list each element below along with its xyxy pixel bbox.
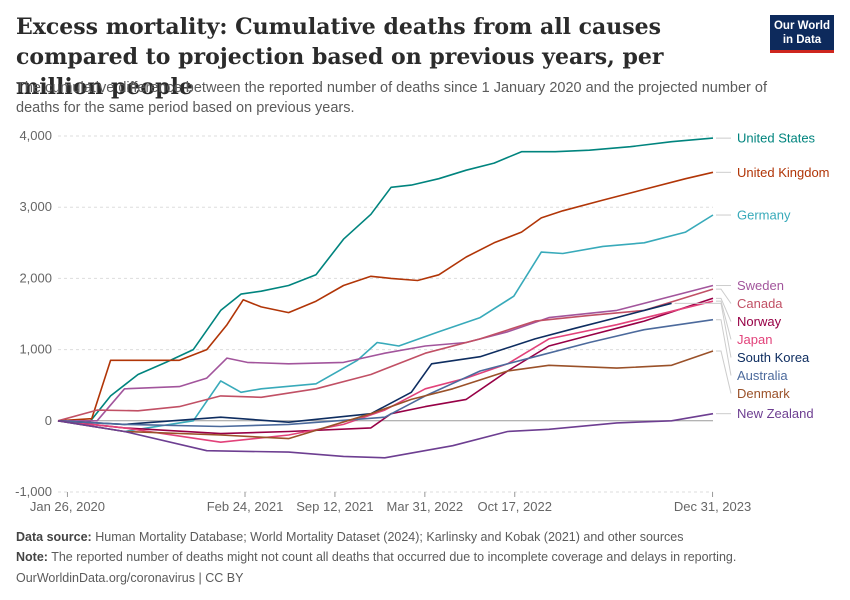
x-tick-label: Sep 12, 2021 xyxy=(296,499,373,514)
series-label: South Korea xyxy=(737,350,810,365)
logo-line-1: Our World xyxy=(773,20,830,32)
y-tick-label: -1,000 xyxy=(15,484,52,499)
x-tick-label: Feb 24, 2021 xyxy=(207,499,284,514)
owid-logo[interactable]: Our World in Data xyxy=(770,15,834,53)
series-line xyxy=(57,288,714,422)
series-line xyxy=(57,214,714,433)
series-line xyxy=(57,297,714,435)
chart-note: Note: The reported number of deaths migh… xyxy=(16,549,826,565)
label-connector xyxy=(716,297,732,322)
y-tick-label: 1,000 xyxy=(19,342,52,357)
series-label: Germany xyxy=(737,208,791,223)
series-line xyxy=(57,412,714,459)
series-line xyxy=(57,350,714,440)
series-label: Sweden xyxy=(737,278,784,293)
series-line xyxy=(57,137,714,424)
label-connector xyxy=(716,288,732,304)
note-text: The reported number of deaths might not … xyxy=(51,550,737,564)
series-label: Canada xyxy=(737,296,783,311)
logo-accent-bar xyxy=(770,50,834,53)
series-label: United Kingdom xyxy=(737,165,830,180)
y-tick-label: 0 xyxy=(45,413,52,428)
series-label: New Zealand xyxy=(737,406,814,421)
label-connector xyxy=(716,300,732,340)
x-tick-label: Mar 31, 2022 xyxy=(387,499,464,514)
credit-line[interactable]: OurWorldinData.org/coronavirus | CC BY xyxy=(16,571,244,585)
label-connector xyxy=(716,350,732,394)
x-tick-label: Dec 31, 2023 xyxy=(674,499,751,514)
series-label: Japan xyxy=(737,332,772,347)
y-tick-label: 4,000 xyxy=(19,128,52,143)
data-source: Data source: Human Mortality Database; W… xyxy=(16,529,826,545)
series-label: Australia xyxy=(737,368,788,383)
source-text: Human Mortality Database; World Mortalit… xyxy=(95,530,684,544)
chart-subtitle: The cumulative difference between the re… xyxy=(16,80,767,116)
label-connector xyxy=(716,319,732,376)
logo-line-2: in Data xyxy=(782,34,822,46)
source-label: Data source: xyxy=(16,530,92,544)
series-line xyxy=(57,302,672,426)
x-tick-label: Jan 26, 2020 xyxy=(30,499,105,514)
series-label: United States xyxy=(737,131,816,146)
note-label: Note: xyxy=(16,550,48,564)
chart-title: Excess mortality: Cumulative deaths from… xyxy=(16,14,664,100)
series-label: Norway xyxy=(737,314,782,329)
y-tick-label: 2,000 xyxy=(19,270,52,285)
x-tick-label: Oct 17, 2022 xyxy=(478,499,552,514)
series-line xyxy=(58,284,714,422)
series-label: Denmark xyxy=(737,386,790,401)
series-line xyxy=(57,300,714,444)
series-line xyxy=(57,171,714,422)
y-tick-label: 3,000 xyxy=(19,199,52,214)
label-connector xyxy=(674,302,732,358)
